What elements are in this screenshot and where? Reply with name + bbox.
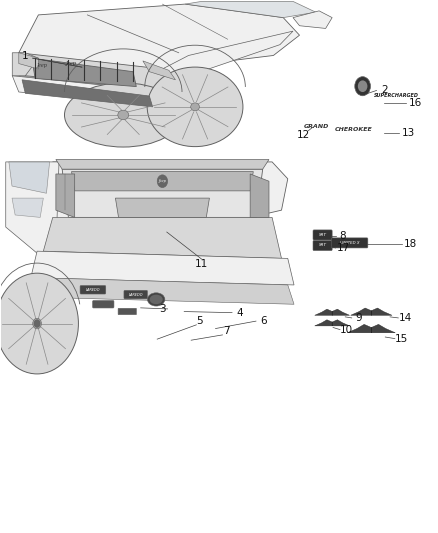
Text: Jeep: Jeep <box>66 61 77 66</box>
Text: 6: 6 <box>261 316 267 326</box>
Text: Jeep: Jeep <box>159 179 166 183</box>
FancyBboxPatch shape <box>118 308 136 314</box>
Polygon shape <box>56 159 269 169</box>
Text: Jeep: Jeep <box>37 62 48 68</box>
Text: 2: 2 <box>381 85 388 95</box>
Text: 8: 8 <box>340 231 346 241</box>
Circle shape <box>358 80 367 92</box>
FancyBboxPatch shape <box>313 230 332 240</box>
Polygon shape <box>351 308 392 316</box>
Ellipse shape <box>0 273 78 374</box>
Polygon shape <box>185 2 316 18</box>
Text: 12: 12 <box>297 130 310 140</box>
Text: CHEROKEE: CHEROKEE <box>334 127 372 132</box>
Polygon shape <box>315 320 350 326</box>
Circle shape <box>355 77 371 96</box>
Polygon shape <box>31 278 294 304</box>
Text: 9: 9 <box>355 313 362 323</box>
Polygon shape <box>162 31 293 83</box>
Circle shape <box>157 175 168 188</box>
Ellipse shape <box>147 67 243 147</box>
Polygon shape <box>19 53 39 69</box>
Polygon shape <box>250 174 269 217</box>
Polygon shape <box>19 76 182 99</box>
Text: GRAND: GRAND <box>304 124 329 129</box>
Text: 3: 3 <box>159 304 166 314</box>
Polygon shape <box>62 169 263 217</box>
Polygon shape <box>143 61 176 80</box>
Text: SRT: SRT <box>318 243 327 247</box>
Ellipse shape <box>118 110 129 120</box>
Polygon shape <box>53 162 288 259</box>
Text: 16: 16 <box>409 98 422 108</box>
Ellipse shape <box>64 83 182 147</box>
Ellipse shape <box>33 318 42 329</box>
Text: LAREDO: LAREDO <box>86 288 100 292</box>
Text: 13: 13 <box>402 128 415 138</box>
Polygon shape <box>19 53 169 89</box>
Polygon shape <box>71 172 253 191</box>
Polygon shape <box>31 251 294 285</box>
Ellipse shape <box>191 103 199 111</box>
Polygon shape <box>19 4 300 69</box>
Text: 5: 5 <box>196 316 203 326</box>
Text: 4: 4 <box>237 308 243 318</box>
Text: 1: 1 <box>22 51 28 61</box>
Text: LIMITED X: LIMITED X <box>340 240 359 245</box>
FancyBboxPatch shape <box>80 286 106 294</box>
Text: 14: 14 <box>399 313 412 323</box>
Text: 10: 10 <box>340 325 353 335</box>
Polygon shape <box>116 198 209 217</box>
Polygon shape <box>293 11 332 28</box>
Text: SRT: SRT <box>318 233 327 237</box>
FancyBboxPatch shape <box>313 240 332 251</box>
Polygon shape <box>315 309 350 316</box>
FancyBboxPatch shape <box>92 301 114 308</box>
FancyBboxPatch shape <box>124 290 148 299</box>
Polygon shape <box>22 80 152 107</box>
Circle shape <box>34 319 41 328</box>
Text: SUPERCHARGED: SUPERCHARGED <box>374 93 418 98</box>
Text: 7: 7 <box>223 326 230 336</box>
Polygon shape <box>56 174 75 217</box>
Polygon shape <box>32 58 136 86</box>
Polygon shape <box>347 325 395 333</box>
FancyBboxPatch shape <box>331 238 368 248</box>
Ellipse shape <box>148 293 165 306</box>
Polygon shape <box>43 217 282 259</box>
Text: 17: 17 <box>336 243 350 253</box>
Ellipse shape <box>150 295 162 304</box>
Text: LAREDO: LAREDO <box>128 293 143 296</box>
Text: 11: 11 <box>195 260 208 269</box>
Polygon shape <box>9 162 49 193</box>
Text: 18: 18 <box>404 239 417 249</box>
Polygon shape <box>12 76 176 107</box>
Polygon shape <box>12 53 39 76</box>
Polygon shape <box>12 198 43 217</box>
Polygon shape <box>6 162 59 259</box>
Text: 15: 15 <box>395 334 408 344</box>
